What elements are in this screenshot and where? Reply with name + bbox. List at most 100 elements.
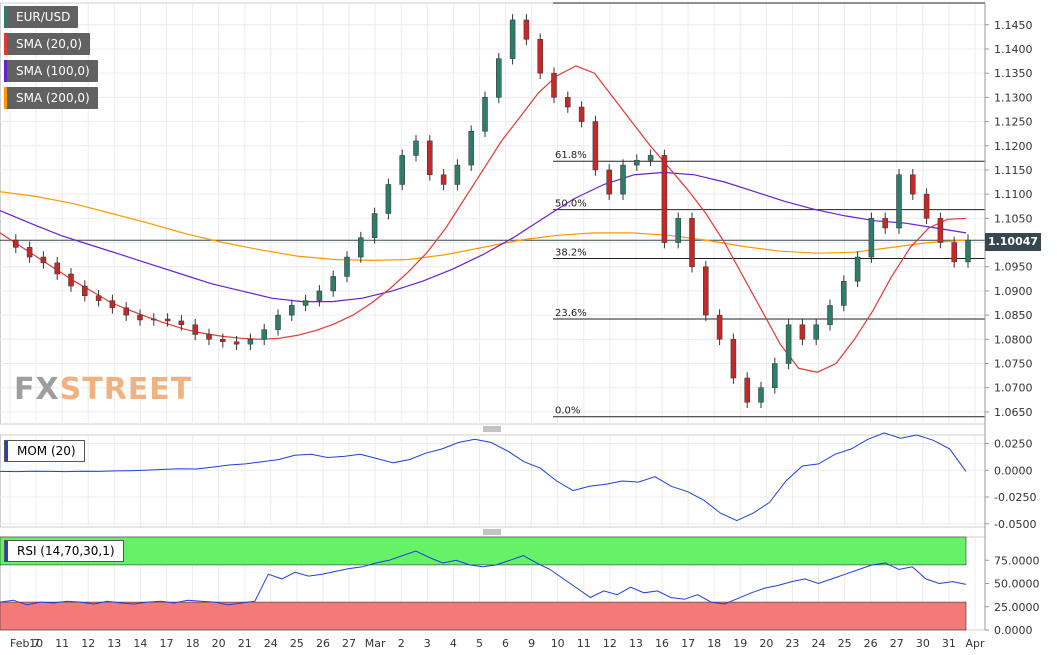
candle-body	[371, 213, 378, 238]
pair-swatch	[4, 6, 7, 28]
candle-body	[896, 174, 902, 229]
candle-body	[772, 363, 778, 388]
candle-body	[454, 164, 461, 185]
legend-sma200[interactable]: SMA (200,0)	[4, 87, 98, 109]
rsi-y-tick-label: 25.0000	[994, 601, 1040, 614]
mom-y-tick-label: 0.0250	[994, 438, 1033, 451]
rsi-oversold-band	[0, 601, 967, 631]
mom-y-tick-label: 0.0000	[994, 464, 1033, 477]
legend-sma20-label: SMA (20,0)	[16, 37, 83, 51]
last-price-tag: 1.10047	[985, 233, 1041, 251]
x-tick-label: Apr	[965, 637, 985, 650]
price-y-tick-label: 1.1400	[994, 43, 1033, 56]
candle-body	[647, 155, 654, 161]
candle-body	[330, 276, 336, 292]
legend-sma20[interactable]: SMA (20,0)	[4, 33, 91, 55]
candle-body	[109, 300, 116, 309]
x-tick-label: 17	[681, 637, 695, 650]
candle-body	[827, 305, 833, 326]
x-tick-label: 17	[159, 637, 173, 650]
legend-rsi[interactable]: RSI (14,70,30,1)	[4, 540, 124, 562]
candle-body	[965, 239, 971, 263]
x-tick-label: 23	[785, 637, 799, 650]
x-tick-label: 24	[264, 637, 278, 650]
x-tick-label: 4	[450, 637, 457, 650]
candle-body	[68, 273, 74, 287]
x-tick-label: 6	[502, 637, 509, 650]
mom-y-tick-label: -0.0250	[994, 491, 1036, 504]
fibonacci-level-label: 61.8%	[555, 150, 587, 161]
candle-body	[578, 106, 585, 122]
mom-swatch	[5, 441, 8, 461]
candle-body	[620, 164, 626, 195]
price-y-tick-label: 1.0900	[994, 285, 1033, 298]
candle-body	[785, 324, 792, 364]
rsi-overbought-band	[0, 536, 967, 566]
price-y-tick-label: 1.1100	[994, 188, 1033, 201]
price-y-tick-label: 1.1450	[994, 19, 1033, 32]
rsi-line	[0, 550, 967, 606]
x-tick-label: 12	[81, 637, 95, 650]
x-tick-label: Mar	[365, 637, 386, 650]
candle-body	[385, 184, 392, 214]
fibonacci-level-label: 38.2%	[555, 248, 587, 259]
candle-body	[468, 130, 474, 166]
x-tick-label: 20	[759, 637, 773, 650]
price-y-tick-label: 1.0950	[994, 261, 1033, 274]
rsi-y-tick-label: 75.0000	[994, 554, 1040, 567]
candle-body	[289, 305, 295, 316]
candle-body	[744, 377, 750, 403]
candle-body	[703, 266, 709, 316]
x-tick-label: 10	[551, 637, 565, 650]
watermark-street: STREET	[59, 372, 193, 407]
candle-body	[192, 324, 198, 335]
x-tick-label: 30	[916, 637, 930, 650]
candle-body	[137, 314, 143, 321]
candle-body	[854, 256, 861, 282]
watermark-fx: FX	[14, 372, 60, 407]
x-tick-label: 27	[890, 637, 904, 650]
candle-body	[151, 318, 157, 321]
legend-mom[interactable]: MOM (20)	[4, 440, 85, 462]
candle-body	[95, 295, 102, 301]
x-tick-label: Feb 7	[10, 637, 40, 650]
candle-body	[344, 256, 350, 277]
x-tick-label: 25	[838, 637, 852, 650]
candle-body	[951, 242, 957, 263]
candle-body	[40, 256, 47, 264]
candle-body	[868, 218, 875, 258]
fibonacci-level-label: 50.0%	[555, 199, 587, 210]
x-tick-label: 31	[942, 637, 956, 650]
candle-body	[427, 140, 433, 176]
legend-sma200-label: SMA (200,0)	[16, 91, 90, 105]
x-tick-label: 12	[603, 637, 617, 650]
fibonacci-level-label: 0.0%	[555, 406, 580, 417]
candle-body	[661, 155, 668, 243]
x-tick-label: 13	[107, 637, 121, 650]
legend-sma100-label: SMA (100,0)	[16, 64, 90, 78]
price-y-tick-label: 1.1050	[994, 212, 1033, 225]
candle-body	[358, 237, 364, 258]
legend-rsi-label: RSI (14,70,30,1)	[17, 544, 115, 558]
candle-body	[13, 239, 19, 248]
fibonacci-level-label: 23.6%	[555, 308, 587, 319]
x-tick-label: 16	[655, 637, 669, 650]
price-y-tick-label: 1.0800	[994, 333, 1033, 346]
mom-y-tick-label: -0.0500	[994, 518, 1036, 531]
legend-pair[interactable]: EUR/USD	[4, 6, 79, 28]
candle-body	[910, 174, 916, 195]
x-tick-label: 11	[55, 637, 69, 650]
candle-body	[551, 72, 557, 98]
x-tick-label: 9	[528, 637, 535, 650]
watermark-logo: FXSTREET	[14, 372, 192, 407]
candle-body	[482, 97, 488, 132]
legend-pair-label: EUR/USD	[16, 10, 71, 24]
candle-body	[261, 329, 267, 340]
sma100-swatch	[4, 60, 7, 82]
x-tick-label: 5	[476, 637, 483, 650]
legend-sma100[interactable]: SMA (100,0)	[4, 60, 98, 82]
candle-body	[233, 341, 240, 345]
candle-body	[523, 19, 530, 40]
candle-body	[937, 218, 944, 243]
